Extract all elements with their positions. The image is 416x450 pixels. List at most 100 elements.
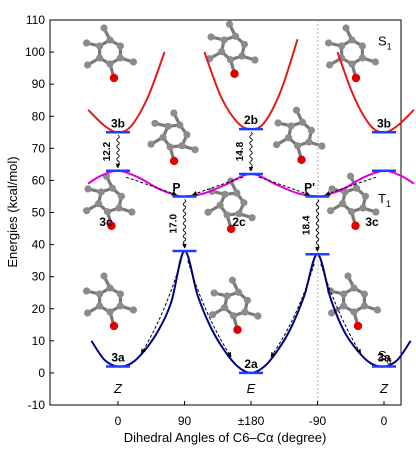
energy-gap-label: 17.0 [169, 214, 180, 234]
carbon-atom [292, 106, 301, 114]
reaction-arrow [320, 263, 362, 355]
carbon-atom [207, 33, 215, 41]
molecule-icon [325, 24, 379, 83]
carbon-atom [204, 208, 212, 216]
carbon-atom [116, 42, 124, 50]
y-tick-label: 10 [32, 334, 46, 348]
reaction-arrow [125, 176, 177, 196]
energy-gap-label: 18.4 [302, 215, 313, 235]
carbon-atom [305, 138, 313, 146]
carbon-atom [328, 309, 336, 317]
molecule-illustrations [82, 20, 381, 334]
carbon-atom [235, 210, 243, 218]
carbon-atom [372, 208, 380, 216]
carbon-atom [220, 304, 229, 312]
carbon-atom [96, 54, 104, 62]
carbon-atom [340, 302, 348, 310]
state-label: 2a [244, 357, 258, 371]
y-tick-label: 50 [32, 206, 46, 220]
carbon-atom [231, 32, 240, 40]
state-label: 3b [377, 116, 391, 130]
state-label: 3c [99, 215, 113, 229]
molecule-icon [327, 272, 381, 331]
carbon-atom [216, 201, 224, 209]
carbon-atom [128, 208, 136, 216]
carbon-atom [116, 302, 124, 310]
carbon-atom [217, 48, 226, 56]
carbon-atom [241, 308, 249, 316]
energy-gap-arrow [182, 199, 187, 249]
state-label: 3a [111, 351, 125, 365]
energy-gap-arrow [315, 199, 320, 252]
carbon-atom [358, 54, 366, 62]
y-tick-label: 60 [32, 173, 46, 187]
carbon-atom [360, 290, 368, 298]
state-label: P' [304, 180, 315, 194]
reaction-arrow [140, 260, 182, 355]
curve-name-label: S1 [378, 34, 392, 52]
carbon-atom [350, 308, 358, 316]
carbon-atom [344, 272, 352, 280]
molecule-icon [208, 276, 262, 334]
x-tick-label: ±180 [238, 414, 265, 428]
reaction-arrow [187, 260, 232, 358]
carbon-atom [106, 36, 114, 44]
x-tick-label: 90 [178, 414, 192, 428]
carbon-atom [338, 200, 347, 208]
energy-gap-label: 12.2 [102, 141, 113, 161]
oxygen-atom [169, 156, 179, 166]
carbon-atom [115, 204, 123, 212]
carbon-atom [254, 312, 262, 320]
y-tick-label: -10 [28, 398, 46, 412]
carbon-atom [352, 184, 361, 192]
carbon-atom [371, 58, 379, 66]
carbon-atom [358, 42, 366, 50]
carbon-atom [100, 272, 108, 280]
carbon-atom [100, 24, 108, 32]
y-tick-label: 70 [32, 141, 46, 155]
curve-name-label: T1 [378, 191, 391, 209]
state-label: P [172, 180, 180, 194]
carbon-atom [274, 119, 282, 127]
configuration-label: Z [379, 381, 389, 396]
carbon-atom [307, 126, 316, 134]
carbon-atom [338, 42, 346, 50]
molecule-icon [272, 106, 326, 164]
y-tick-label: 100 [25, 45, 45, 59]
carbon-atom [103, 208, 112, 216]
x-axis-label: Dihedral Angles of C6–Cα (degree) [124, 430, 327, 445]
carbon-atom [223, 211, 231, 219]
oxygen-atom [230, 69, 239, 78]
carbon-atom [96, 290, 104, 298]
carbon-atom [129, 58, 137, 66]
oxygen-atom [297, 155, 306, 164]
y-tick-label: 0 [38, 366, 45, 380]
carbon-atom [183, 131, 191, 139]
carbon-atom [238, 52, 246, 60]
carbon-atom [106, 60, 114, 68]
y-tick-label: 20 [32, 302, 46, 316]
carbon-atom [248, 214, 256, 222]
carbon-atom [96, 42, 104, 50]
carbon-atom [108, 184, 117, 192]
carbon-atom [210, 289, 218, 297]
molecule-icon [83, 24, 137, 83]
molecule-icon [326, 172, 380, 230]
y-axis: -10 0 10 20 30 40 50 60 70 80 90 100 110 [25, 13, 54, 412]
state-label: 3c [365, 215, 379, 229]
carbon-atom [83, 39, 91, 47]
carbon-atom [272, 141, 281, 149]
carbon-atom [159, 133, 167, 141]
molecule-icon [205, 20, 259, 78]
carbon-atom [347, 208, 356, 216]
carbon-atom [360, 302, 368, 310]
reaction-arrow [270, 263, 315, 358]
carbon-atom [348, 60, 356, 68]
carbon-atom [240, 199, 248, 207]
oxygen-atom [109, 73, 119, 83]
molecule-icon [83, 272, 137, 331]
carbon-atom [164, 122, 172, 130]
carbon-atom [223, 292, 231, 300]
oxygen-atom [233, 325, 242, 334]
